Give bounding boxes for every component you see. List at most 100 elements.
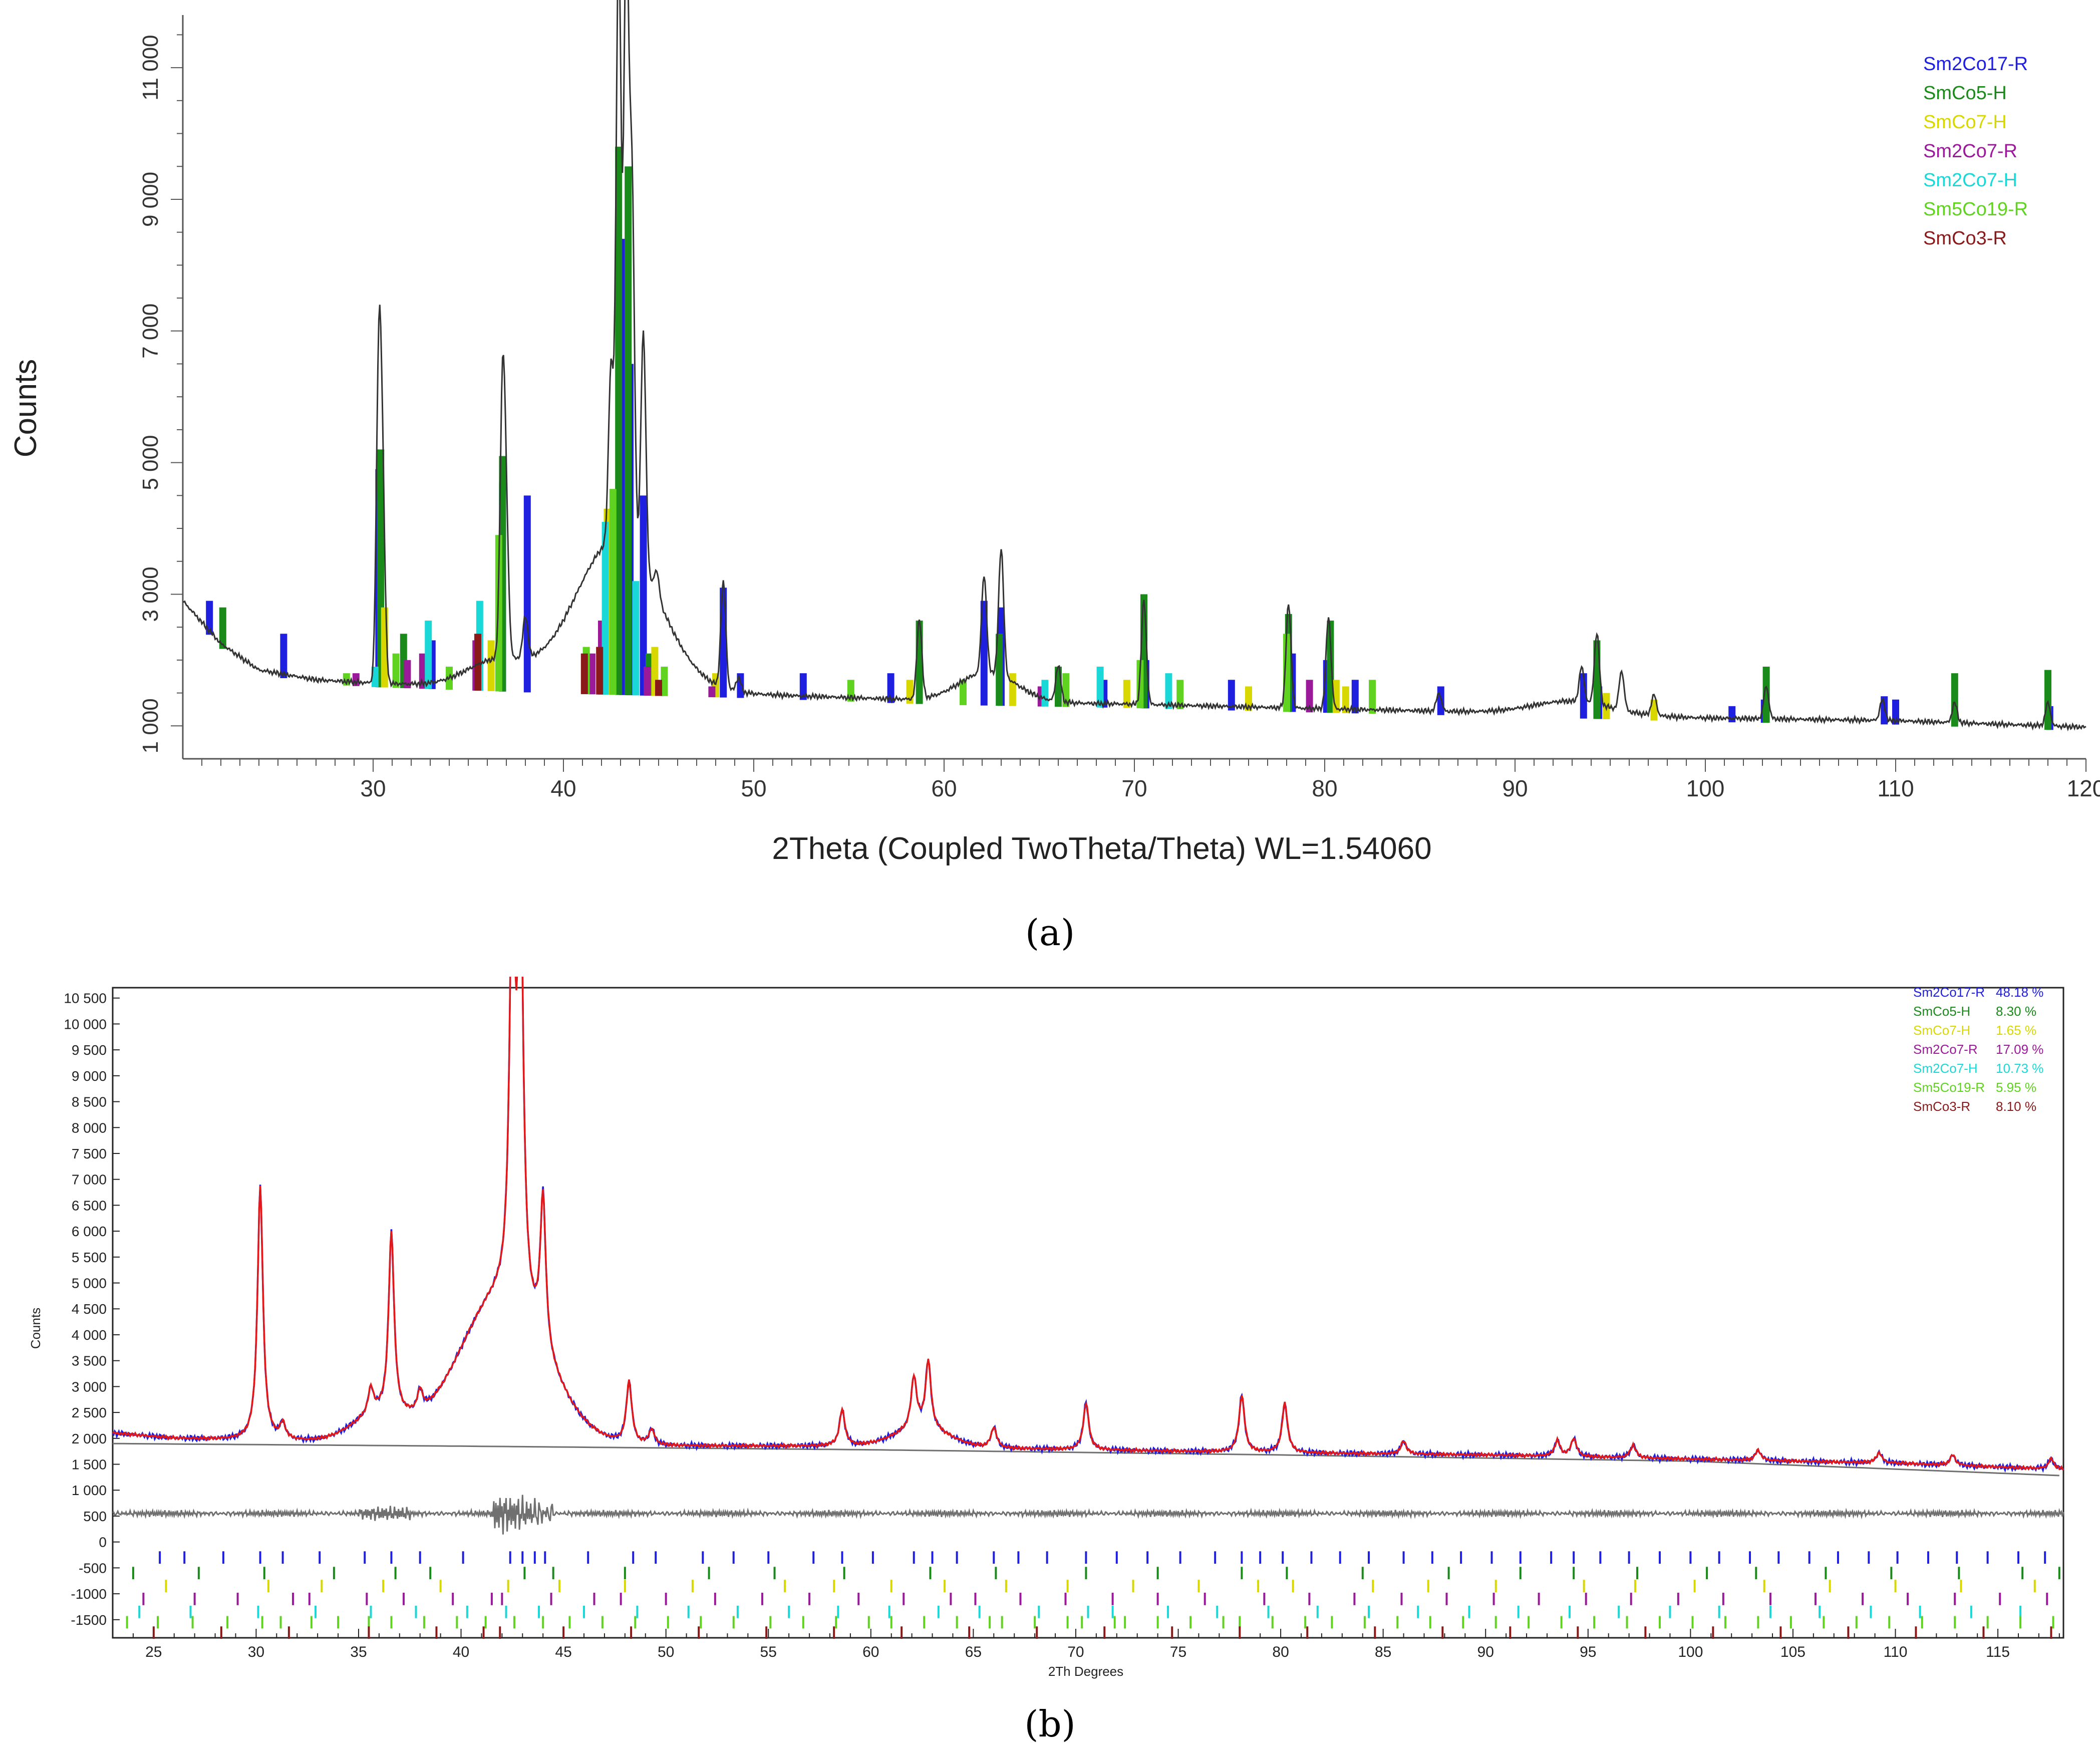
y-tick-label: 1 000 <box>72 1483 107 1498</box>
phase-stick <box>720 588 727 698</box>
observed-pattern-line <box>182 0 2086 732</box>
phase-stick <box>487 640 495 691</box>
panel-label-a: (a) <box>1025 912 1075 954</box>
y-tick-label: 7 500 <box>72 1146 107 1161</box>
legend-name-smco7-h: SmCo7-H <box>1913 1023 1970 1038</box>
phase-stick <box>1951 673 1958 727</box>
y-tick-label: 10 000 <box>64 1016 107 1032</box>
y-tick-label: 7 000 <box>138 304 163 359</box>
chart-b-x-axis-label: 2Th Degrees <box>1048 1664 1123 1679</box>
phase-stick <box>887 673 894 703</box>
chart-b-legend: Sm2Co17-R 48.18 % SmCo5-H 8.30 % SmCo7-H 1.65… <box>1913 985 2043 1114</box>
legend-entry-sm2co7-r: Sm2Co7-R <box>1923 141 2017 162</box>
chart-a-x-axis-label: 2Theta (Coupled TwoTheta/Theta) WL=1.540… <box>772 831 1431 866</box>
x-tick-label: 100 <box>1686 775 1725 801</box>
phase-stick <box>980 601 988 706</box>
y-tick-label: 1 000 <box>138 698 163 753</box>
x-tick-label: 50 <box>658 1644 674 1660</box>
phase-stick <box>625 166 632 696</box>
plot-frame <box>112 987 2064 1639</box>
phase-stick <box>996 634 1003 706</box>
y-tick-label: -1500 <box>71 1612 107 1628</box>
phase-stick <box>425 621 432 689</box>
y-tick-label: -500 <box>79 1560 107 1576</box>
phase-stick <box>1580 673 1587 719</box>
phase-stick <box>1342 686 1349 713</box>
x-tick-label: 40 <box>550 775 576 801</box>
y-tick-label: 2 500 <box>72 1405 107 1420</box>
y-tick-label: 5 000 <box>72 1276 107 1291</box>
phase-stick <box>661 667 668 696</box>
legend-name-sm2co7-r: Sm2Co7-R <box>1913 1042 1978 1057</box>
phase-stick <box>737 673 744 698</box>
y-tick-label: 10 500 <box>64 991 107 1006</box>
phase-stick <box>799 673 807 700</box>
x-tick-label: 90 <box>1477 1644 1494 1660</box>
phase-stick <box>1369 680 1376 714</box>
phase-stick <box>1228 680 1235 711</box>
x-tick-label: 30 <box>248 1644 264 1660</box>
chart-b-axes: 25 30 35 40 45 50 55 60 65 70 75 80 85 90 95 100 105 110 1… <box>64 987 2064 1660</box>
chart-b-reflection-ticks <box>126 1551 2060 1639</box>
panel-label-b: (b) <box>1024 1703 1076 1745</box>
legend-entry-smco5-h: SmCo5-H <box>1923 83 2007 104</box>
chart-a-y-axis-label: Counts <box>9 359 43 457</box>
legend-entry-sm2co17-r: Sm2Co17-R <box>1923 54 2028 75</box>
legend-name-sm2co17-r: Sm2Co17-R <box>1913 985 1985 1000</box>
phase-stick <box>1762 667 1770 723</box>
y-tick-label: 500 <box>83 1509 107 1524</box>
x-tick-label: 80 <box>1272 1644 1289 1660</box>
phase-stick <box>523 495 531 693</box>
x-tick-label: 45 <box>555 1644 571 1660</box>
phase-stick <box>1245 686 1252 711</box>
legend-percent-sm5co19-r: 5.95 % <box>1996 1080 2036 1095</box>
legend-name-sm5co19-r: Sm5Co19-R <box>1913 1080 1985 1095</box>
y-tick-label: 8 500 <box>72 1094 107 1110</box>
y-tick-label: 9 000 <box>138 172 163 227</box>
y-tick-label: 4 000 <box>72 1327 107 1343</box>
legend-entry-sm5co19-r: Sm5Co19-R <box>1923 199 2028 220</box>
chart-a-phase-sticks <box>206 146 2053 730</box>
phase-stick <box>644 667 651 696</box>
phase-stick <box>392 653 400 688</box>
y-tick-label: 3 000 <box>138 566 163 622</box>
phase-stick <box>1283 634 1290 712</box>
phase-stick <box>1306 680 1313 713</box>
y-tick-label: 9 000 <box>72 1068 107 1084</box>
legend-percent-smco3-r: 8.10 % <box>1996 1099 2036 1114</box>
x-tick-label: 85 <box>1375 1644 1391 1660</box>
phase-stick <box>419 653 426 689</box>
x-tick-label: 105 <box>1780 1644 1806 1660</box>
phase-stick <box>1351 680 1359 714</box>
phase-stick <box>632 581 640 696</box>
legend-entry-smco7-h: SmCo7-H <box>1923 112 2007 133</box>
x-tick-label: 55 <box>760 1644 777 1660</box>
phase-stick <box>1728 706 1736 723</box>
legend-percent-sm2co17-r: 48.18 % <box>1996 985 2043 1000</box>
phase-stick <box>404 660 411 689</box>
x-tick-label: 65 <box>965 1644 982 1660</box>
x-tick-label: 50 <box>741 775 766 801</box>
phase-stick <box>609 489 617 695</box>
phase-stick <box>580 653 588 694</box>
phase-stick <box>1123 680 1130 708</box>
chart-a-axes: 30 40 50 60 70 80 90 100 110 120 1 000 3 000 5 000 7 … <box>138 15 2100 801</box>
background-line <box>112 1442 2059 1477</box>
x-tick-label: 80 <box>1312 775 1337 801</box>
chart-b-pattern <box>112 977 2064 1535</box>
phase-stick <box>1892 699 1899 725</box>
phase-stick <box>1603 693 1610 719</box>
legend-entry-sm2co7-h: Sm2Co7-H <box>1923 170 2017 191</box>
phase-stick <box>588 653 595 695</box>
y-tick-label: 5 500 <box>72 1250 107 1265</box>
observed-pattern-line <box>112 977 2064 1473</box>
phase-stick <box>708 686 716 698</box>
chart-b: 25 30 35 40 45 50 55 60 65 70 75 80 85 90 95 100 105 110 1… <box>28 977 2064 1679</box>
legend-percent-smco5-h: 8.30 % <box>1996 1004 2036 1019</box>
y-tick-label: 2 000 <box>72 1431 107 1446</box>
x-tick-label: 120 <box>2067 775 2100 801</box>
y-tick-label: 4 500 <box>72 1301 107 1317</box>
y-tick-label: 7 000 <box>72 1172 107 1188</box>
legend-entry-smco3-r: SmCo3-R <box>1923 228 2007 249</box>
y-tick-label: 1 500 <box>72 1457 107 1473</box>
